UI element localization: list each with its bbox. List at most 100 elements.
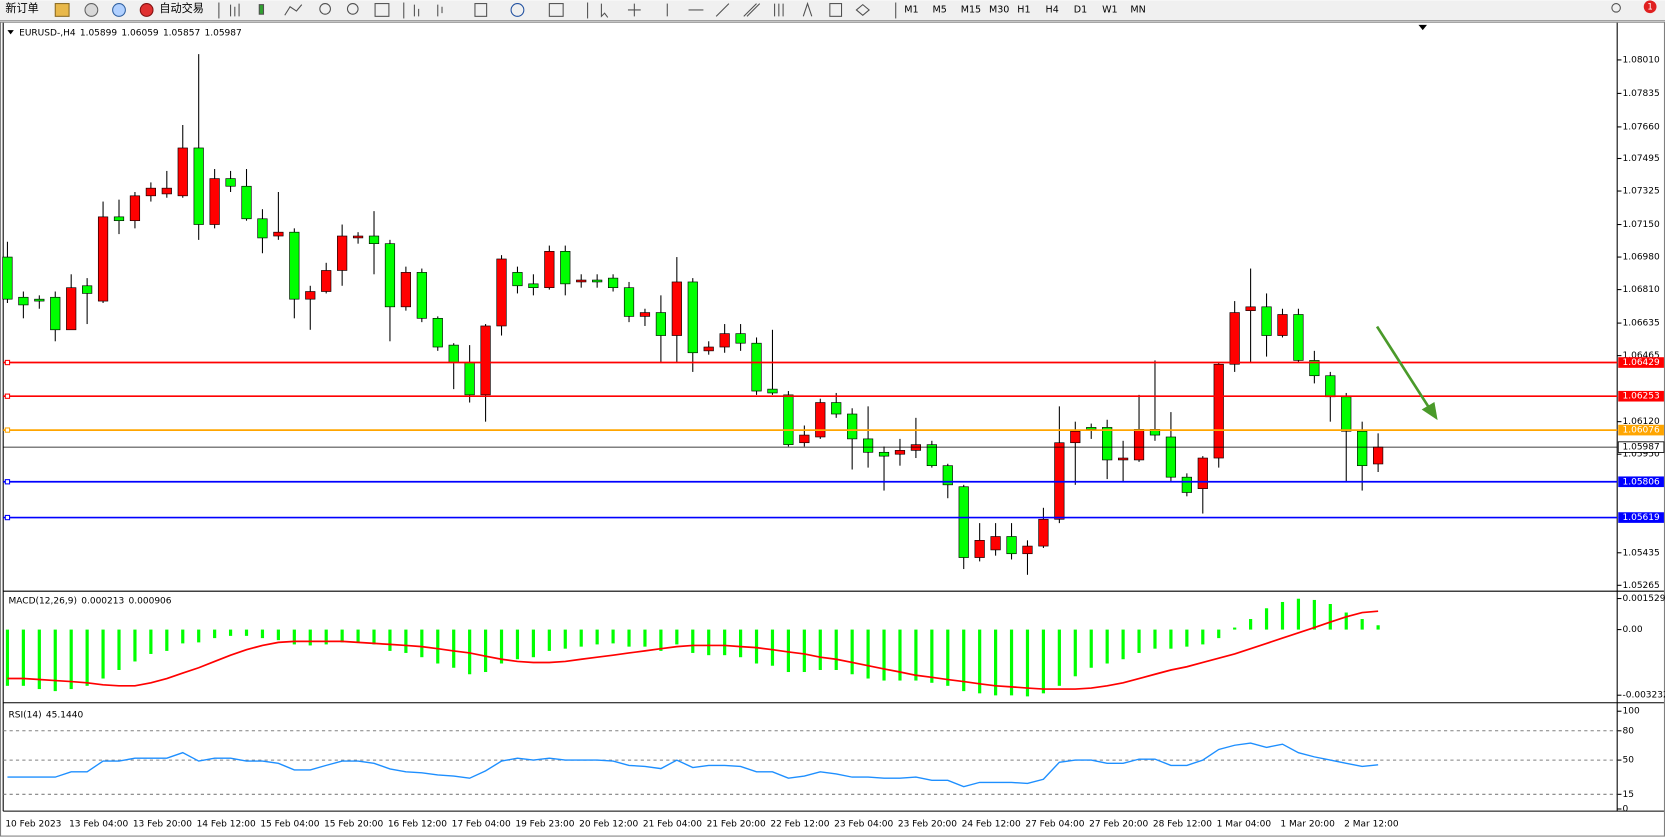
- y-tick-label: 1.08010: [1622, 55, 1660, 65]
- macd-bar: [579, 629, 583, 647]
- icon[interactable]: [284, 4, 303, 16]
- candle-body: [1070, 430, 1081, 444]
- macd-bar: [149, 629, 153, 654]
- macd-bar: [69, 629, 73, 690]
- auto-trading-icon[interactable]: [139, 3, 154, 17]
- new-order-button[interactable]: 新订单: [5, 1, 38, 15]
- macd-bar: [213, 629, 217, 639]
- candle-body: [512, 272, 523, 287]
- candle-body: [145, 187, 156, 197]
- macd-bar: [738, 629, 743, 658]
- level-price-label: 1.05619: [1622, 513, 1660, 523]
- x-tick-label: 15 Feb 20:00: [324, 819, 383, 829]
- timeframe-button[interactable]: M5: [932, 4, 946, 15]
- candle-body: [1357, 430, 1368, 467]
- header-part: 45.1440: [46, 710, 84, 720]
- macd-bar: [866, 629, 870, 679]
- icon[interactable]: [413, 4, 420, 17]
- search-icon[interactable]: [1611, 3, 1621, 13]
- icon[interactable]: [474, 3, 488, 17]
- icon[interactable]: [84, 3, 99, 17]
- candle-body: [847, 413, 858, 440]
- candle-body: [161, 187, 172, 195]
- y-tick-label: 1.07495: [1622, 154, 1659, 164]
- icon[interactable]: [802, 1, 813, 17]
- icon[interactable]: [548, 3, 564, 17]
- timeframe-button[interactable]: D1: [1074, 4, 1087, 15]
- icon[interactable]: [510, 3, 525, 17]
- macd-bar: [1360, 619, 1364, 630]
- candle-body: [1133, 429, 1145, 461]
- candle-body: [607, 277, 619, 289]
- timeframe-button[interactable]: W1: [1102, 4, 1118, 15]
- icon[interactable]: [112, 3, 126, 17]
- candle-body: [1022, 545, 1033, 555]
- indicator-header: RSI(14) 45.1440: [9, 710, 84, 720]
- timeframe-button[interactable]: MN: [1130, 4, 1145, 15]
- notification-badge[interactable]: [1643, 0, 1657, 14]
- auto-trading-button[interactable]: 自动交易: [159, 1, 204, 15]
- icon[interactable]: [346, 3, 359, 15]
- timeframe-button[interactable]: M30: [989, 4, 1009, 15]
- candle-body: [257, 218, 268, 239]
- candle-body: [576, 279, 587, 283]
- macd-bar: [1264, 608, 1269, 630]
- timeframe-button[interactable]: H4: [1046, 4, 1059, 15]
- icon[interactable]: [743, 3, 761, 17]
- icon[interactable]: [374, 3, 390, 17]
- level-price-label: 1.06076: [1622, 426, 1660, 436]
- macd-bar: [1280, 601, 1285, 630]
- icon[interactable]: [627, 3, 641, 17]
- macd-bar: [515, 629, 520, 660]
- level-price-box: [1618, 476, 1664, 488]
- timeframe-button[interactable]: M15: [961, 4, 981, 15]
- macd-bar: [1073, 629, 1077, 677]
- candle-body: [496, 258, 507, 327]
- icon[interactable]: [437, 4, 443, 17]
- candle-body: [719, 333, 730, 348]
- icon[interactable]: [829, 3, 843, 17]
- icon[interactable]: [54, 3, 70, 17]
- timeframe-button[interactable]: M1: [904, 4, 918, 15]
- candle-body: [1341, 396, 1352, 432]
- icon[interactable]: [774, 3, 784, 17]
- x-tick-label: 21 Feb 04:00: [643, 819, 702, 829]
- candle-body: [783, 394, 794, 445]
- x-tick-label: 17 Feb 04:00: [452, 819, 511, 829]
- menu-triangle[interactable]: [7, 30, 14, 35]
- notification-count: 1: [1647, 2, 1652, 12]
- macd-bar: [452, 629, 456, 668]
- timeframe-button[interactable]: H1: [1017, 4, 1030, 15]
- candle-body: [1165, 436, 1177, 478]
- candle-body: [368, 235, 380, 244]
- icon[interactable]: [230, 3, 240, 17]
- macd-bar: [1153, 629, 1157, 649]
- icon[interactable]: [319, 3, 331, 15]
- macd-bar: [101, 629, 105, 679]
- candle-body: [273, 231, 284, 237]
- x-tick-label: 10 Feb 2023: [5, 819, 61, 829]
- icon[interactable]: [855, 3, 870, 16]
- macd-bar: [404, 629, 408, 653]
- candle-body: [352, 235, 364, 239]
- current-price-label: 1.05987: [1622, 443, 1659, 453]
- x-tick-label: 24 Feb 12:00: [962, 819, 1021, 829]
- macd-bar: [324, 629, 328, 645]
- candle-body: [416, 272, 427, 319]
- shift-marker[interactable]: [1418, 24, 1427, 31]
- macd-bar: [834, 629, 838, 670]
- macd-bar: [483, 629, 488, 673]
- icon[interactable]: [600, 3, 609, 18]
- candle-body: [1213, 363, 1224, 459]
- icon[interactable]: [715, 3, 730, 17]
- candle-body: [337, 235, 348, 271]
- timeframe-bar: M1 M5 M15 M30 H1 H4 D1 W1 MN: [904, 4, 1145, 15]
- level-price-label: 1.06253: [1622, 392, 1660, 402]
- candle-body: [464, 362, 475, 396]
- plot-area: EURUSD-,H4 1.05899 1.06059 1.05857 1.059871.…: [2, 28, 1665, 829]
- macd-bar: [1312, 599, 1316, 630]
- icon[interactable]: [258, 4, 265, 15]
- macd-bar: [1169, 629, 1173, 649]
- level-anchor: [4, 427, 11, 433]
- level-price-label: 1.05806: [1622, 477, 1660, 487]
